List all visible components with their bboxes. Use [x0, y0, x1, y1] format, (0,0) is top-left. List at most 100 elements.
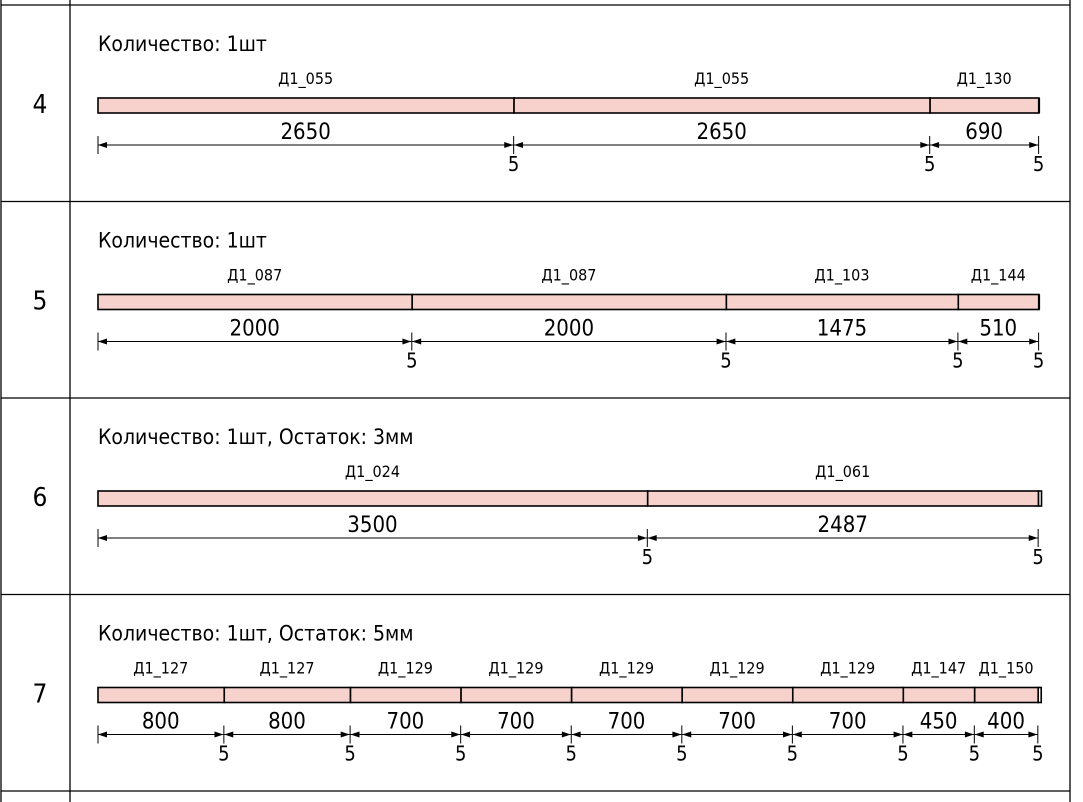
kerf-label: 5: [508, 152, 519, 176]
piece-bar: [570, 686, 684, 704]
piece-bar: [97, 97, 515, 114]
piece-label: Д1_144: [971, 266, 1026, 286]
piece-label: Д1_087: [541, 266, 596, 286]
piece-bar: [513, 97, 931, 114]
piece-length: 450: [920, 710, 958, 735]
dimension-arrow: [561, 731, 571, 738]
table-rows: 4 Количество: 1шт Д1_055 2650 5 Д1_055 2650 5 Д1…: [33, 32, 1045, 766]
piece-bar: [929, 97, 1040, 114]
dimension-arrow: [672, 731, 682, 738]
piece-bar: [97, 490, 649, 507]
kerf-label: 5: [455, 742, 466, 766]
piece-bar: [973, 686, 1040, 704]
dimension-arrow: [451, 731, 461, 738]
dimension-arrow: [98, 142, 107, 148]
dimension-arrow: [682, 731, 692, 738]
quantity-text: Количество: 1шт, Остаток: 5мм: [98, 622, 414, 646]
row-number: 6: [33, 483, 48, 513]
dimension-arrow: [792, 731, 802, 738]
table-row: 4 Количество: 1шт Д1_055 2650 5 Д1_055 2650 5 Д1…: [33, 32, 1045, 176]
kerf-label: 5: [787, 742, 798, 766]
kerf-label: 5: [566, 742, 577, 766]
dimension-arrow: [571, 731, 581, 738]
piece-label: Д1_129: [710, 659, 765, 679]
kerf-label: 5: [1033, 349, 1044, 373]
dimension-arrow: [98, 535, 107, 541]
kerf-label: 5: [406, 349, 417, 373]
dimension-arrow: [716, 338, 726, 345]
piece-label: Д1_024: [345, 462, 400, 482]
piece-bar: [957, 293, 1040, 311]
piece-length: 510: [979, 317, 1017, 342]
dimension-arrow: [1029, 338, 1039, 345]
kerf-label: 5: [1032, 545, 1043, 569]
piece-label: Д1_150: [979, 659, 1034, 679]
piece-length: 700: [829, 710, 867, 735]
piece-bar: [460, 686, 573, 704]
piece-label: Д1_127: [133, 659, 188, 679]
dimension-arrow: [412, 338, 422, 345]
piece-bar: [646, 490, 1040, 507]
dimension-arrow: [1029, 142, 1039, 148]
piece-label: Д1_129: [599, 659, 654, 679]
kerf-label: 5: [1033, 152, 1044, 176]
piece-bar: [97, 293, 413, 311]
dimension-arrow: [340, 731, 350, 738]
dimension-arrow: [782, 731, 792, 738]
piece-bar: [902, 686, 976, 704]
dimension-arrow: [1028, 731, 1038, 738]
kerf-label: 5: [1032, 742, 1043, 766]
piece-label: Д1_129: [378, 659, 433, 679]
piece-label: Д1_127: [259, 659, 314, 679]
piece-label: Д1_061: [815, 462, 870, 482]
dimension-arrow: [98, 731, 107, 738]
piece-length: 2650: [280, 120, 330, 145]
piece-label: Д1_055: [694, 69, 749, 89]
quantity-text: Количество: 1шт: [98, 229, 267, 253]
quantity-text: Количество: 1шт: [98, 32, 267, 56]
table-row: 5 Количество: 1шт Д1_087 2000 5 Д1_087 2000 5 Д1…: [33, 229, 1045, 373]
piece-bar: [681, 686, 794, 704]
piece-length: 2000: [544, 317, 594, 342]
table-row: 6 Количество: 1шт, Остаток: 3мм Д1_024 3500…: [33, 425, 1044, 569]
piece-length: 2650: [696, 120, 746, 145]
piece-bar: [97, 686, 226, 704]
piece-bar: [223, 686, 352, 704]
kerf-label: 5: [676, 742, 687, 766]
kerf-label: 5: [218, 742, 229, 766]
piece-label: Д1_087: [227, 266, 282, 286]
dimension-arrow: [224, 731, 234, 738]
kerf-label: 5: [897, 742, 908, 766]
dimension-arrow: [214, 731, 224, 738]
dimension-arrow: [726, 338, 736, 345]
dimension-arrow: [1028, 535, 1038, 541]
piece-length: 800: [142, 710, 180, 735]
dimension-arrow: [461, 731, 471, 738]
kerf-label: 5: [952, 349, 963, 373]
dimension-arrow: [930, 142, 940, 148]
piece-length: 1475: [817, 317, 867, 342]
dimension-arrow: [958, 338, 968, 345]
piece-length: 800: [268, 710, 306, 735]
piece-length: 700: [497, 710, 535, 735]
kerf-label: 5: [720, 349, 731, 373]
kerf-label: 5: [344, 742, 355, 766]
dimension-arrow: [974, 731, 984, 738]
piece-label: Д1_129: [820, 659, 875, 679]
piece-length: 700: [608, 710, 646, 735]
dimension-arrow: [647, 535, 657, 541]
dimension-arrow: [98, 338, 107, 345]
dimension-arrow: [920, 142, 930, 148]
dimension-arrow: [948, 338, 958, 345]
kerf-label: 5: [642, 545, 653, 569]
dimension-arrow: [893, 731, 903, 738]
piece-length: 700: [387, 710, 425, 735]
kerf-label: 5: [969, 742, 980, 766]
piece-length: 700: [718, 710, 756, 735]
dimension-arrow: [903, 731, 913, 738]
piece-bar: [349, 686, 462, 704]
dimension-arrow: [514, 142, 524, 148]
piece-bar: [725, 293, 960, 311]
quantity-text: Количество: 1шт, Остаток: 3мм: [98, 425, 414, 449]
